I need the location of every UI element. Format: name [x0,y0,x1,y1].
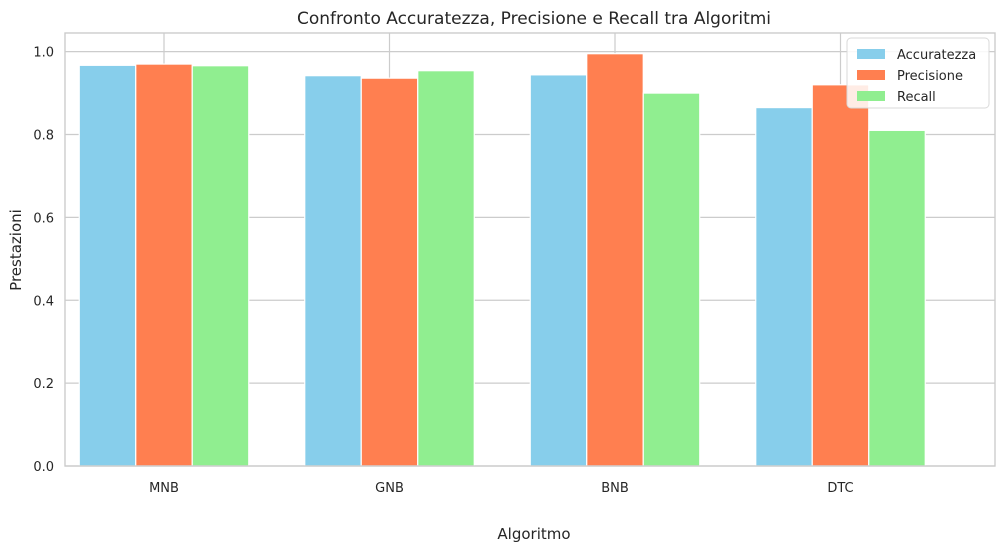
bar-recall-dtc [868,129,926,467]
axes: 0.0 0.2 0.4 0.6 0.8 1.0 MNB GNB BNB DTC [33,32,996,496]
bar-recall-gnb [417,70,475,467]
bar-precisione-dtc [811,84,870,467]
bar-precisione-bnb [586,53,644,467]
legend: Accuratezza Precisione Recall [846,37,990,109]
y-axis-label: Prestazioni [7,209,25,291]
x-tick-label: DTC [827,481,853,496]
legend-swatch [857,49,885,59]
bar-precisione-gnb [360,77,419,467]
bars [78,53,926,467]
bar-precisione-mnb [135,63,193,467]
x-tick-label: BNB [601,481,629,496]
legend-swatch [857,91,885,101]
y-tick-label: 0.0 [33,460,54,475]
plot-frame [64,32,996,467]
legend-label: Recall [897,90,936,105]
bar-accuratezza-bnb [529,74,588,467]
bar-accuratezza-mnb [78,64,137,467]
y-tick-label: 0.4 [33,294,54,309]
legend-swatch [857,70,885,80]
legend-label: Precisione [897,69,963,84]
bar-recall-bnb [642,92,701,467]
y-tick-label: 0.2 [33,377,54,392]
x-axis-label: Algoritmo [497,525,570,543]
chart-title: Confronto Accuratezza, Precisione e Reca… [297,9,771,29]
bar-accuratezza-gnb [304,75,362,467]
bar-recall-mnb [191,65,250,467]
y-tick-label: 1.0 [33,46,54,61]
legend-label: Accuratezza [897,48,976,63]
x-tick-label: MNB [149,481,179,496]
x-tick-label: GNB [375,481,404,496]
y-tick-label: 0.6 [33,211,54,226]
y-tick-label: 0.8 [33,129,54,144]
bar-accuratezza-dtc [755,106,813,467]
